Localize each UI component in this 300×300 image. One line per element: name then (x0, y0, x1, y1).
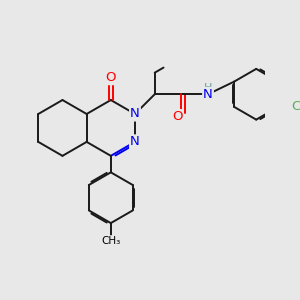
Text: H: H (204, 83, 212, 93)
Text: CH₃: CH₃ (101, 236, 120, 246)
Text: N: N (130, 135, 140, 148)
Text: O: O (106, 71, 116, 84)
Text: Cl: Cl (291, 100, 300, 113)
Text: O: O (172, 110, 182, 123)
Text: N: N (203, 88, 213, 101)
Text: N: N (130, 107, 140, 121)
